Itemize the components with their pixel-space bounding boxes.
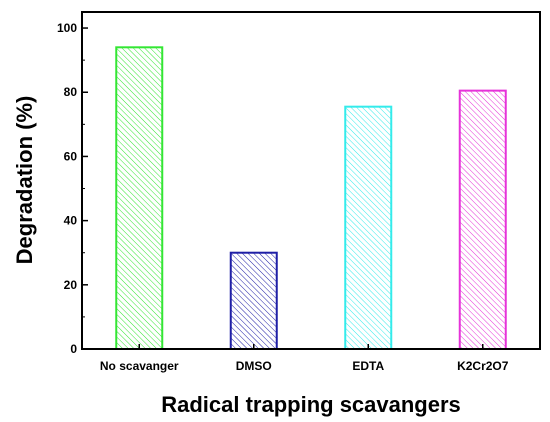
y-tick-label: 20: [64, 278, 78, 292]
bar-edta: [344, 105, 393, 350]
y-tick-label: 40: [64, 214, 78, 228]
y-axis-ticks: 0 20 40 60 80 100: [57, 21, 88, 356]
bar-k2cr2o7: [458, 89, 507, 350]
x-tick-label: DMSO: [236, 359, 272, 373]
x-tick-label: EDTA: [352, 359, 384, 373]
y-tick-label: 60: [64, 149, 78, 163]
plot-frame: [81, 11, 541, 350]
x-tick-label: K2Cr2O7: [457, 359, 509, 373]
y-tick-label: 80: [64, 85, 78, 99]
x-axis-title: Radical trapping scavangers: [161, 392, 461, 417]
y-tick-label: 100: [57, 21, 77, 35]
bar-dmso: [229, 251, 278, 350]
y-axis-title: Degradation (%): [12, 96, 37, 265]
bars-group: [115, 46, 507, 351]
x-axis-ticks: No scavanger DMSO EDTA K2Cr2O7: [100, 344, 509, 373]
y-tick-label: 0: [70, 342, 77, 356]
x-tick-label: No scavanger: [100, 359, 179, 373]
bar-no-scavanger: [115, 46, 164, 351]
